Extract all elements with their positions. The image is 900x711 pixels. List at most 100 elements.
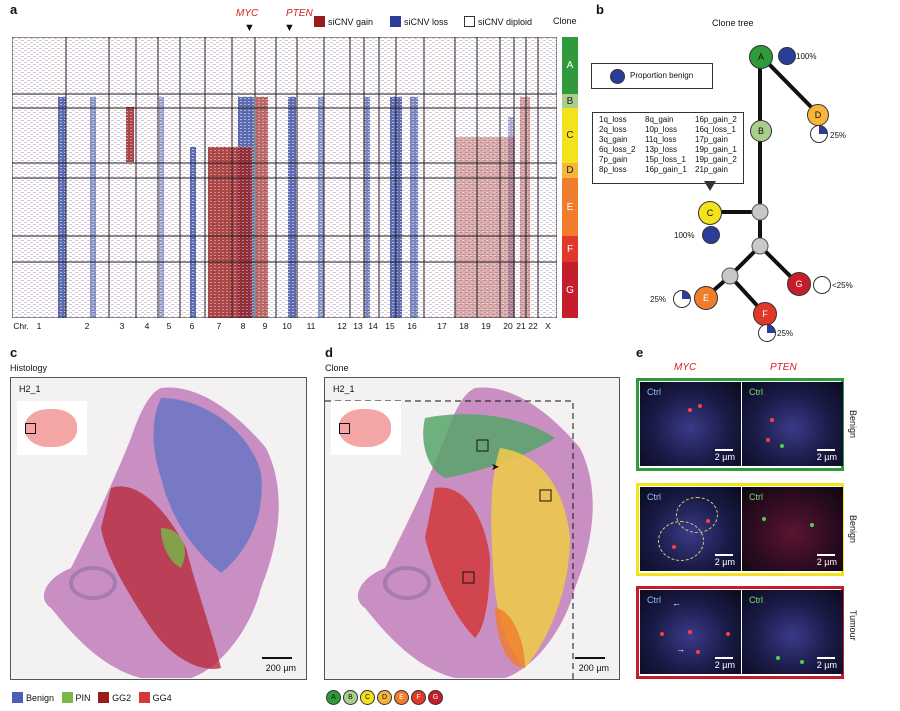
row-label-benign-1: Benign xyxy=(848,410,858,439)
benign-swatch xyxy=(12,692,23,703)
chr-label: 13 xyxy=(353,321,363,331)
event-item: 7p_gain xyxy=(599,155,628,164)
fish-signal xyxy=(800,660,804,664)
event-item: 10p_loss xyxy=(645,125,678,134)
fish-signal xyxy=(726,632,730,636)
clone-tree-title: Clone tree xyxy=(712,18,754,28)
fish-myc-benign-1: Ctrl 2 µm xyxy=(640,382,741,466)
legend-gg4: GG4 xyxy=(152,693,172,703)
clone-legend-e: E xyxy=(394,690,409,705)
pten-arrow-icon: ▼ xyxy=(284,22,295,34)
event-item: 16q_loss_1 xyxy=(695,125,736,134)
chr-label: 10 xyxy=(282,321,292,331)
panel-a-label: a xyxy=(10,2,18,17)
scale-bar-c xyxy=(262,657,292,659)
fish-pten-tumour: Ctrl 2 µm xyxy=(742,590,843,674)
chr-label: 17 xyxy=(437,321,447,331)
legend-loss-label: siCNV loss xyxy=(404,17,449,27)
scale-label: 2 µm xyxy=(714,660,735,670)
legend-gg2: GG2 xyxy=(112,693,132,703)
proportion-legend: Proportion benign xyxy=(591,63,713,89)
chr-label: 1 xyxy=(36,321,42,331)
chr-label: 21 xyxy=(516,321,526,331)
tree-node-f: F xyxy=(753,302,777,326)
legend-pin: PIN xyxy=(75,693,91,703)
pten-gene-label: PTEN xyxy=(286,8,313,19)
ctrl-label: Ctrl xyxy=(749,492,763,502)
fish-row-3: Ctrl ← → 2 µm Ctrl 2 µm xyxy=(636,586,844,679)
legend-diploid: siCNV diploid xyxy=(464,16,532,27)
legend-diploid-label: siCNV diploid xyxy=(478,17,533,27)
fish-signal xyxy=(776,656,780,660)
pie-a-icon xyxy=(778,47,796,65)
scale-label: 2 µm xyxy=(816,660,837,670)
clone-map-title: Clone xyxy=(325,363,349,373)
percent-d: 25% xyxy=(830,131,847,140)
fish-signal xyxy=(688,408,692,412)
clone-seg-d: D xyxy=(562,163,578,178)
chr-prefix: Chr. xyxy=(13,321,29,331)
scale-label-d: 200 µm xyxy=(578,663,609,673)
chr-label: 18 xyxy=(459,321,469,331)
chr-label: 22 xyxy=(528,321,538,331)
clone-seg-f: F xyxy=(562,236,578,262)
chr-label: 2 xyxy=(84,321,90,331)
clone-legend-g: G xyxy=(428,690,443,705)
percent-e: 25% xyxy=(650,295,667,304)
chr-label: 12 xyxy=(337,321,347,331)
percent-c: 100% xyxy=(674,231,695,240)
chr-label: 11 xyxy=(306,321,316,331)
clone-seg-a: A xyxy=(562,37,578,94)
ctrl-label: Ctrl xyxy=(647,595,661,605)
event-item: 1q_loss xyxy=(599,115,627,124)
legend-gain: siCNV gain xyxy=(314,16,373,27)
fish-signal xyxy=(660,632,664,636)
fish-signal xyxy=(770,418,774,422)
events-col-3: 16p_gain_2 16q_loss_1 17p_gain 19p_gain_… xyxy=(695,115,737,175)
scale-label: 2 µm xyxy=(714,557,735,567)
fish-row-2: Ctrl 2 µm Ctrl 2 µm xyxy=(636,483,844,576)
clone-legend-c: C xyxy=(360,690,375,705)
chr-label: 5 xyxy=(166,321,172,331)
panel-c-label: c xyxy=(10,345,18,360)
tree-node-b: B xyxy=(750,120,772,142)
arrowhead-icon: ➤ xyxy=(491,462,500,473)
gg2-swatch xyxy=(98,692,110,703)
percent-f: 25% xyxy=(777,329,794,338)
clone-seg-b: B xyxy=(562,94,578,108)
chr-label: 20 xyxy=(503,321,513,331)
benign-pie-icon xyxy=(610,69,625,84)
fish-myc-tumour: Ctrl ← → 2 µm xyxy=(640,590,741,674)
clone-seg-c: C xyxy=(562,108,578,163)
event-item: 3q_gain xyxy=(599,135,628,144)
cnv-heatmap xyxy=(12,37,557,318)
events-col-1: 1q_loss 2q_loss 3q_gain 6q_loss_2 7p_gai… xyxy=(599,115,635,175)
scale-bar xyxy=(817,657,835,659)
ctrl-label: Ctrl xyxy=(749,387,763,397)
legend-gain-label: siCNV gain xyxy=(328,17,374,27)
pie-c-icon xyxy=(702,226,720,244)
diploid-swatch xyxy=(464,16,475,27)
chr-label: 8 xyxy=(240,321,246,331)
event-item: 8q_gain xyxy=(645,115,674,124)
arrow-icon: → xyxy=(676,644,685,654)
pie-g-icon xyxy=(813,276,831,294)
chr-label: 15 xyxy=(385,321,395,331)
percent-a: 100% xyxy=(796,52,817,61)
histology-image: H2_1 200 µm xyxy=(10,377,307,680)
row-label-tumour: Tumour xyxy=(848,610,858,641)
myc-gene-label: MYC xyxy=(236,8,259,19)
events-col-2: 8q_gain 10p_loss 11q_loss 13p_loss 15p_l… xyxy=(645,115,687,175)
clone-legend: A B C D E F G xyxy=(326,690,443,705)
overview-inset-c xyxy=(17,401,87,455)
clone-map-svg xyxy=(325,387,593,679)
row-label-benign-2: Benign xyxy=(848,515,858,544)
scale-bar xyxy=(715,449,733,451)
fish-signal xyxy=(696,650,700,654)
fish-signal xyxy=(672,545,676,549)
fish-myc-benign-2: Ctrl 2 µm xyxy=(640,487,741,571)
tree-node-e: E xyxy=(694,286,718,310)
panel-b-label: b xyxy=(596,2,604,17)
histology-title: Histology xyxy=(10,363,48,373)
myc-arrow-icon: ▼ xyxy=(244,22,255,34)
